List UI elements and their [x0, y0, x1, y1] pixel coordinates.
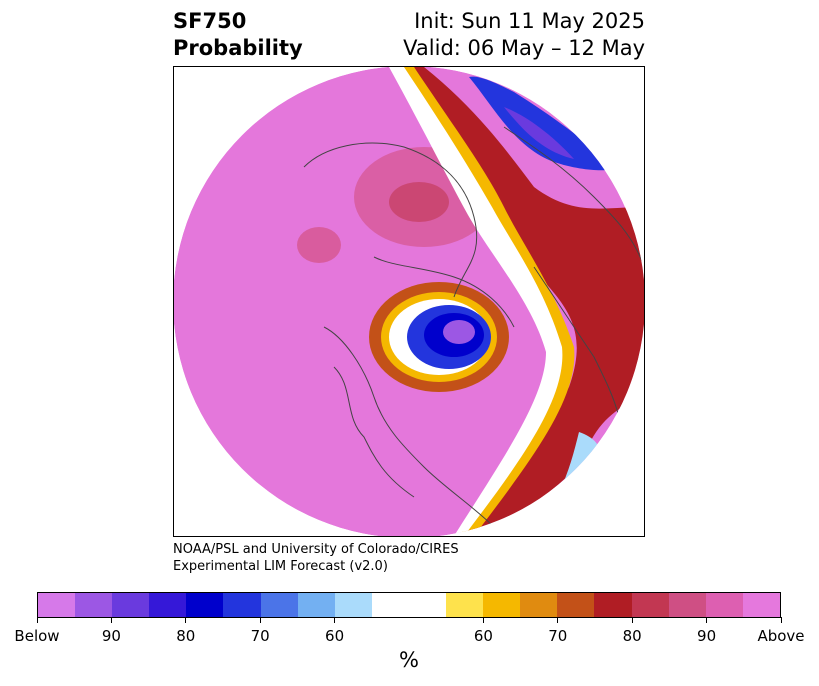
- colorbar-segment: [668, 593, 706, 617]
- colorbar-segment: [371, 593, 409, 617]
- colorbar-segment: [334, 593, 372, 617]
- colorbar-segment: [75, 593, 113, 617]
- colorbar-tick-label: 90: [697, 627, 717, 645]
- warm-anomaly-band-edge: [389, 67, 563, 536]
- colorbar-segment: [149, 593, 187, 617]
- colorbar-segment: [186, 593, 224, 617]
- colorbar-segment: [38, 593, 76, 617]
- title-variable: SF750: [173, 9, 247, 33]
- colorbar-segment: [408, 593, 447, 617]
- colorbar-tick-label: 70: [548, 627, 568, 645]
- credit-text: NOAA/PSL and University of Colorado/CIRE…: [173, 541, 459, 575]
- probability-patch: [389, 182, 449, 222]
- colorbar-tick: [334, 617, 336, 623]
- warm-anomaly-band: [414, 67, 644, 536]
- colorbar-tick: [706, 617, 708, 623]
- init-date-text: Init: Sun 11 May 2025: [414, 9, 645, 33]
- title-product: Probability: [173, 36, 303, 60]
- colorbar-segment: [557, 593, 595, 617]
- colorbar-segment: [631, 593, 669, 617]
- probability-map-svg: [174, 67, 644, 536]
- map-title-right: Init: Sun 11 May 2025 Valid: 06 May – 12…: [370, 8, 645, 62]
- valid-range-text: Valid: 06 May – 12 May: [403, 36, 645, 60]
- colorbar-tick: [557, 617, 559, 623]
- colorbar-segment: [112, 593, 150, 617]
- colorbar-tick: [36, 617, 38, 623]
- central-cold-center: [443, 320, 475, 344]
- colorbar-segment: [742, 593, 780, 617]
- colorbar-unit: %: [399, 648, 419, 672]
- colorbar-segment: [594, 593, 632, 617]
- colorbar-tick-label: Below: [14, 627, 60, 645]
- credit-line-1: NOAA/PSL and University of Colorado/CIRE…: [173, 542, 459, 557]
- colorbar-tick: [110, 617, 112, 623]
- colorbar-tick: [185, 617, 187, 623]
- colorbar: [37, 592, 781, 618]
- colorbar-segment: [297, 593, 335, 617]
- coastlines: [303, 126, 644, 528]
- colorbar-tick: [780, 617, 782, 623]
- colorbar-tick: [482, 617, 484, 623]
- colorbar-segment: [483, 593, 521, 617]
- colorbar-tick-label: 80: [176, 627, 196, 645]
- colorbar-tick-label: 60: [325, 627, 345, 645]
- colorbar-tick: [631, 617, 633, 623]
- colorbar-tick-label: 70: [250, 627, 270, 645]
- colorbar-segment: [260, 593, 298, 617]
- colorbar-segment: [446, 593, 484, 617]
- cold-anomaly-lobe: [469, 76, 614, 171]
- credit-line-2: Experimental LIM Forecast (v2.0): [173, 559, 388, 574]
- map-title-left: SF750 Probability: [173, 8, 303, 62]
- colorbar-segment: [520, 593, 558, 617]
- colorbar-tick-label: 80: [622, 627, 642, 645]
- colorbar-segment: [223, 593, 261, 617]
- cold-anomaly-lobe-core: [504, 107, 574, 159]
- colorbar-tick: [259, 617, 261, 623]
- colorbar-segment: [705, 593, 743, 617]
- colorbar-tick-label: 90: [101, 627, 121, 645]
- probability-patch: [297, 227, 341, 263]
- colorbar-tick-label: Above: [757, 627, 805, 645]
- polar-map: [173, 66, 645, 537]
- colorbar-tick-label: 60: [473, 627, 493, 645]
